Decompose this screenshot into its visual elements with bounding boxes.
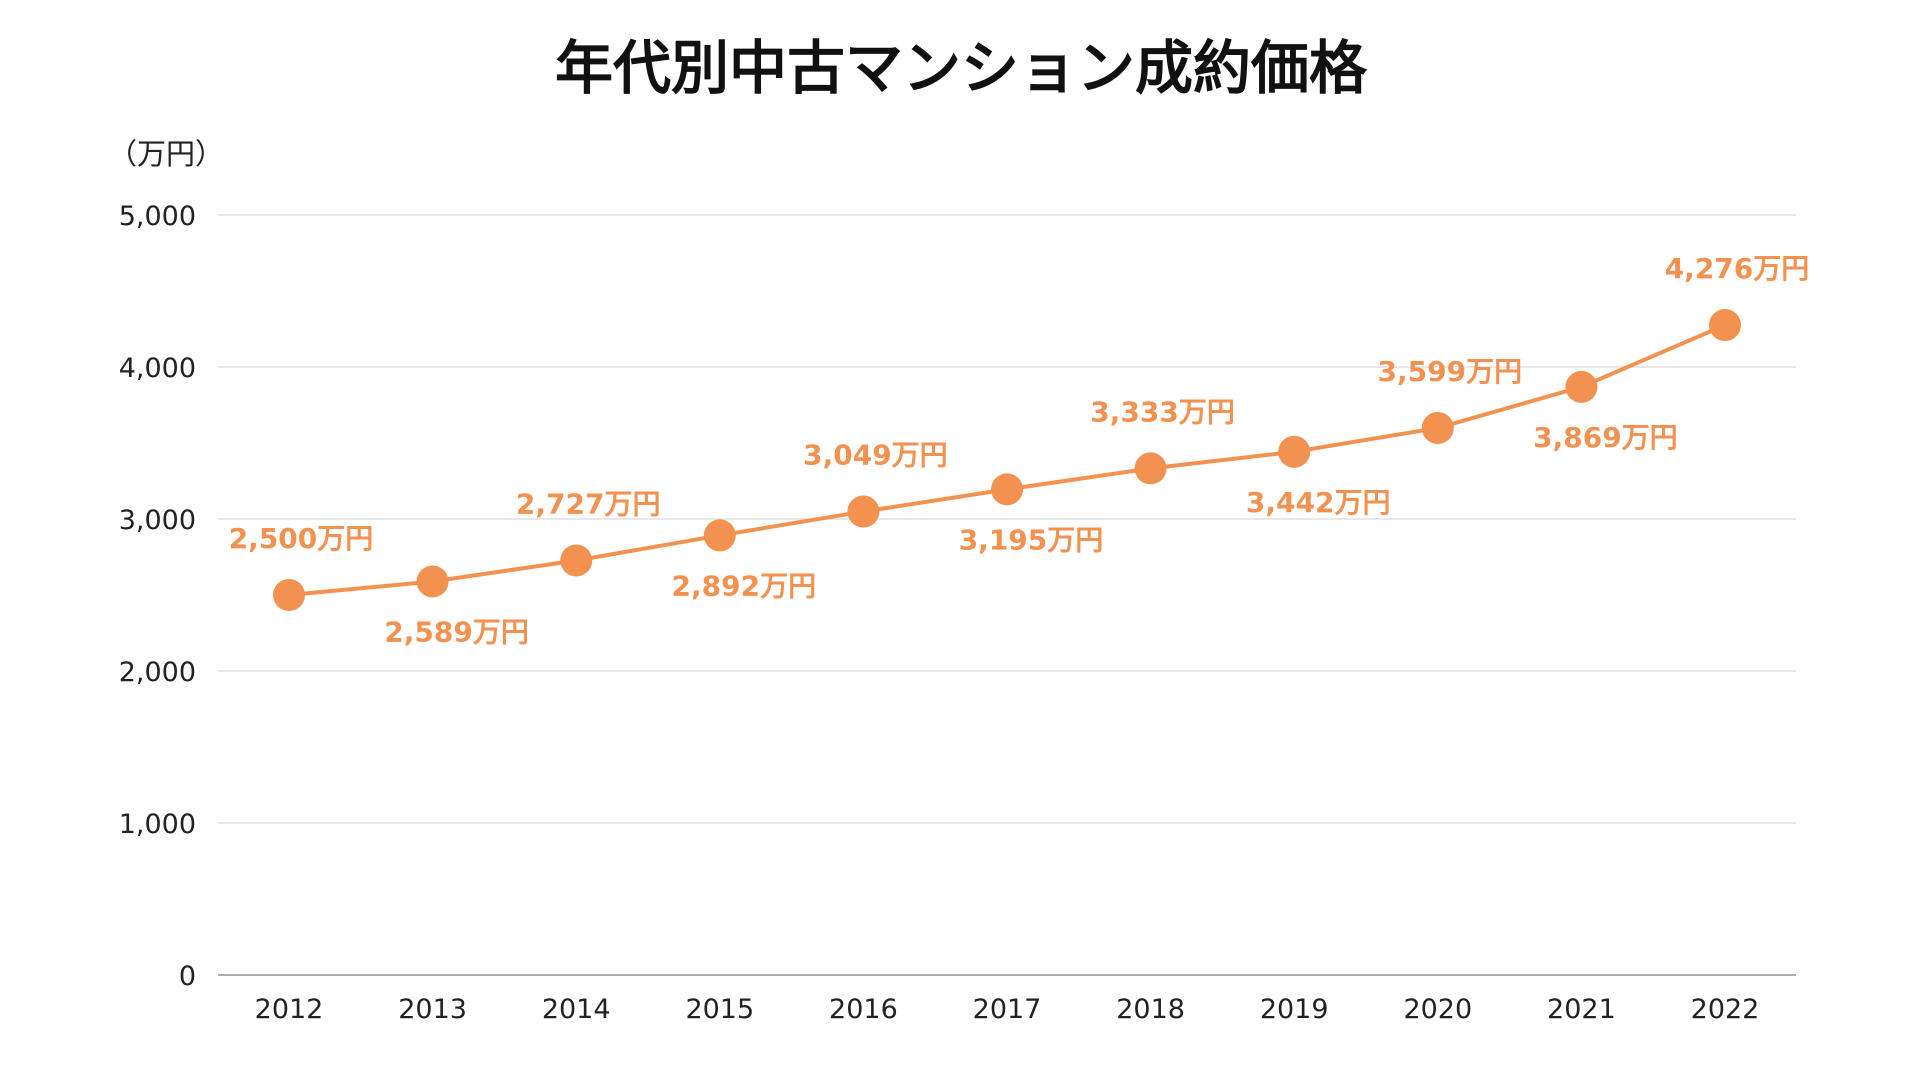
data-point	[1421, 411, 1454, 444]
data-point	[560, 544, 593, 577]
data-point	[703, 519, 736, 552]
data-label: 2,727万円	[516, 487, 661, 520]
x-tick-label: 2020	[1403, 994, 1472, 1025]
data-point	[416, 565, 449, 598]
x-tick-label: 2013	[398, 994, 467, 1025]
x-tick-label: 2017	[973, 994, 1042, 1025]
x-tick-label: 2016	[829, 994, 898, 1025]
data-label: 4,276万円	[1665, 252, 1810, 285]
y-tick-label: 2,000	[119, 657, 196, 688]
x-tick-label: 2015	[685, 994, 754, 1025]
data-point	[1565, 370, 1598, 403]
y-tick-label: 5,000	[119, 201, 196, 232]
data-label: 3,195万円	[959, 523, 1104, 556]
data-point	[273, 579, 305, 611]
data-label: 2,892万円	[672, 569, 817, 602]
y-tick-label: 4,000	[119, 353, 196, 384]
data-point	[1134, 452, 1167, 485]
data-point	[991, 473, 1023, 506]
data-label: 2,589万円	[384, 615, 529, 648]
chart-title: 年代別中古マンション成約価格	[555, 34, 1368, 102]
data-label: 3,869万円	[1533, 421, 1678, 454]
data-point	[847, 495, 880, 528]
x-tick-label: 2022	[1691, 994, 1760, 1025]
x-tick-label: 2014	[542, 994, 611, 1025]
data-label: 3,049万円	[803, 439, 948, 472]
data-label: 3,442万円	[1246, 486, 1391, 519]
data-point	[1709, 309, 1741, 342]
y-tick-label: 1,000	[119, 809, 196, 840]
y-axis-unit-label: （万円）	[108, 137, 224, 171]
x-tick-label: 2018	[1116, 994, 1185, 1025]
data-label: 3,599万円	[1378, 355, 1523, 388]
y-tick-label: 0	[179, 961, 196, 992]
data-label: 3,333万円	[1090, 395, 1235, 428]
data-point	[1278, 435, 1311, 468]
x-tick-label: 2021	[1547, 994, 1616, 1025]
data-label: 2,500万円	[229, 522, 374, 555]
x-tick-label: 2012	[255, 994, 324, 1025]
y-tick-label: 3,000	[119, 505, 196, 536]
x-tick-label: 2019	[1260, 994, 1329, 1025]
